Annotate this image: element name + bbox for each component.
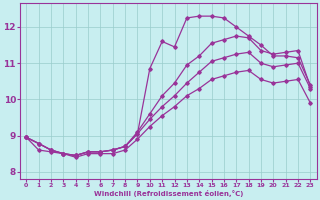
X-axis label: Windchill (Refroidissement éolien,°C): Windchill (Refroidissement éolien,°C) [94,190,243,197]
